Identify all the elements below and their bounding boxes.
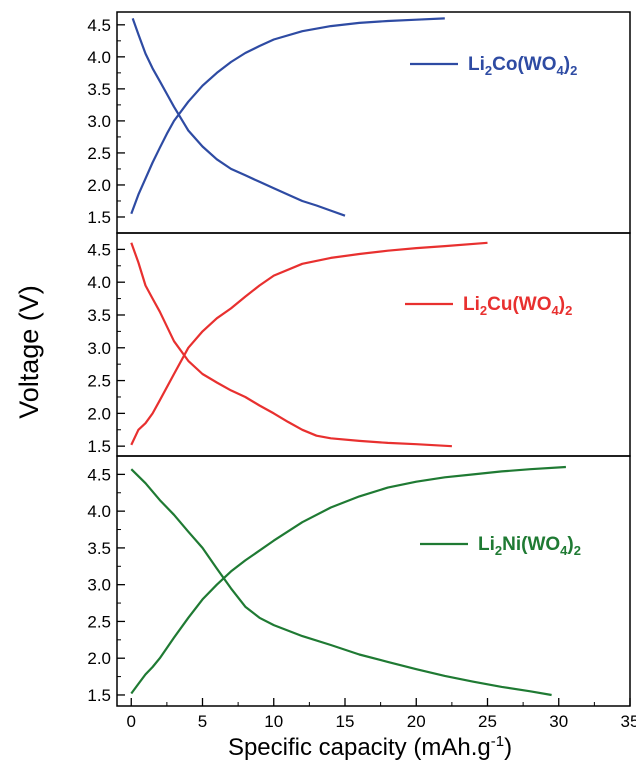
y-tick-label-copper: 4.5 — [87, 240, 111, 259]
legend-label-part: ) — [564, 54, 570, 75]
panel-frame-copper — [116, 232, 631, 457]
series-line-copper-discharge — [130, 242, 452, 448]
y-tick-label-nickel: 4.5 — [87, 465, 111, 484]
series-line-copper-charge — [130, 241, 488, 446]
legend-label-part: 2 — [565, 303, 572, 318]
legend-label-part: 2 — [574, 543, 581, 558]
legend-label-cobalt: Li2Co(WO4)2 — [468, 54, 577, 78]
series-line-cobalt-discharge — [131, 18, 346, 217]
y-axis-title: Voltage (V) — [14, 285, 44, 419]
legend-label-part: 4 — [557, 63, 565, 78]
x-axis-title-main: Specific capacity (mAh.g — [228, 734, 491, 761]
x-axis-title-end: ) — [504, 734, 512, 761]
y-tick-label-cobalt: 1.5 — [87, 208, 111, 227]
x-tick-label: 25 — [478, 712, 497, 731]
x-tick-label: 0 — [127, 712, 136, 731]
x-axis: 0 5 10 15 20 25 30 35 — [127, 712, 636, 731]
y-tick-label-copper: 2.0 — [87, 404, 111, 423]
series-line-nickel-discharge — [130, 468, 552, 697]
x-axis-title-superscript: -1 — [491, 733, 504, 750]
y-tick-label-cobalt: 3.5 — [87, 80, 111, 99]
x-axis-title: Specific capacity (mAh.g-1) — [228, 733, 512, 761]
x-tick-label: 15 — [336, 712, 355, 731]
x-tick-label: 30 — [549, 712, 568, 731]
legend-label-nickel: Li2Ni(WO4)2 — [478, 534, 581, 558]
y-tick-label-copper: 1.5 — [87, 437, 111, 456]
legend-label-part: 2 — [495, 543, 502, 558]
legend-label-part: ) — [567, 534, 573, 555]
x-tick-label: 20 — [407, 712, 426, 731]
y-tick-label-nickel: 2.0 — [87, 649, 111, 668]
legend-label-part: 2 — [485, 63, 492, 78]
legend-label-part: Cu(WO — [487, 294, 551, 315]
legend-label-copper: Li2Cu(WO4)2 — [463, 294, 572, 318]
x-tick-label: 35 — [621, 712, 636, 731]
legend-label-part: Li — [463, 294, 480, 315]
panel-frame-cobalt — [116, 11, 631, 234]
legend-label-part: 2 — [570, 63, 577, 78]
legend-label-part: 4 — [560, 543, 568, 558]
y-tick-label-copper: 3.5 — [87, 306, 111, 325]
y-tick-label-nickel: 3.0 — [87, 576, 111, 595]
legend-label-part: 4 — [552, 303, 560, 318]
y-tick-label-nickel: 2.5 — [87, 612, 111, 631]
y-tick-label-cobalt: 3.0 — [87, 112, 111, 131]
legend-label-part: Ni(WO — [502, 534, 560, 555]
y-tick-label-copper: 2.5 — [87, 372, 111, 391]
y-tick-label-copper: 3.0 — [87, 339, 111, 358]
series-line-nickel-charge — [130, 465, 566, 695]
legend-label-part: Li — [478, 534, 495, 555]
x-tick-label: 5 — [198, 712, 207, 731]
series-line-cobalt-charge — [130, 17, 445, 215]
legend-label-part: ) — [559, 294, 565, 315]
y-tick-label-nickel: 4.0 — [87, 502, 111, 521]
legend-label-part: Li — [468, 54, 485, 75]
y-tick-label-copper: 4.0 — [87, 273, 111, 292]
y-tick-label-cobalt: 2.5 — [87, 144, 111, 163]
legend-label-part: Co(WO — [492, 54, 556, 75]
legend-label-part: 2 — [480, 303, 487, 318]
y-tick-label-nickel: 3.5 — [87, 539, 111, 558]
y-tick-label-cobalt: 4.0 — [87, 48, 111, 67]
y-tick-label-nickel: 1.5 — [87, 686, 111, 705]
panel-frame-nickel — [116, 455, 631, 707]
y-tick-label-cobalt: 2.0 — [87, 176, 111, 195]
x-tick-label: 10 — [264, 712, 283, 731]
y-tick-label-cobalt: 4.5 — [87, 16, 111, 35]
